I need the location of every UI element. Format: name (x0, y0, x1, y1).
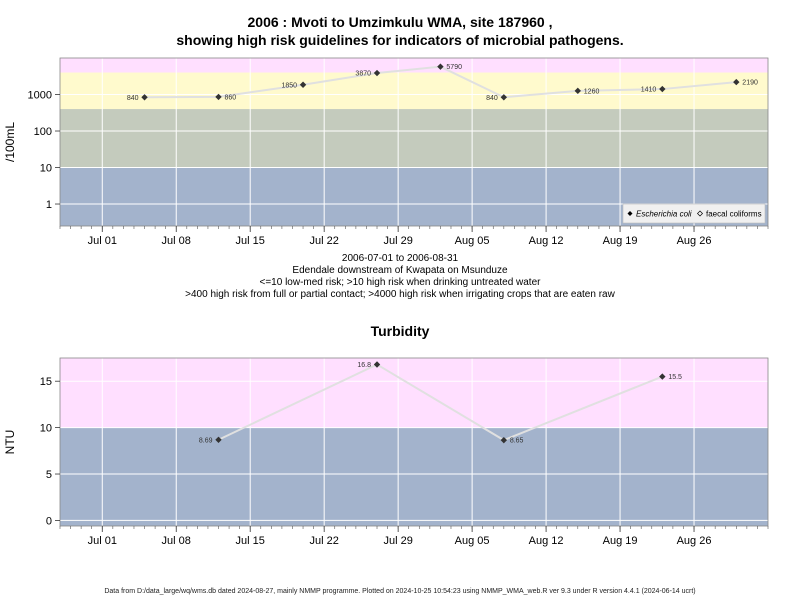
chart-title-line2: showing high risk guidelines for indicat… (176, 32, 624, 48)
panel1-risk-band-3 (60, 58, 768, 73)
panel2-data-label: 15.5 (668, 374, 682, 381)
panel1-data-label: 2190 (742, 80, 758, 87)
panel2-data-point (659, 373, 666, 380)
panel2-y-tick-label: 0 (46, 515, 52, 527)
panel1-data-point (215, 93, 222, 101)
panel2-data-point (373, 361, 381, 368)
risk-caption-1: <=10 low-med risk; >10 high risk when dr… (259, 277, 541, 288)
panel2-x-tick-label: Aug 05 (455, 535, 490, 547)
panel2-risk-band-1 (60, 358, 768, 428)
panel1-data-point (500, 94, 508, 101)
panel1-risk-band-2 (60, 72, 768, 110)
panel2-x-tick-label: Jul 01 (88, 535, 117, 547)
panel1-data-point (373, 69, 381, 77)
panel1-x-tick-label: Jul 08 (162, 235, 191, 247)
panel1-data-label: 840 (486, 95, 498, 102)
panel1-x-tick-label: Aug 12 (529, 235, 564, 247)
panel1-data-label: 1260 (584, 88, 600, 95)
panel1-data-point (659, 85, 666, 93)
chart-title-line1: 2006 : Mvoti to Umzimkulu WMA, site 1879… (247, 14, 553, 30)
panel2-data-point (500, 436, 508, 444)
panel1-legend-box (622, 203, 766, 224)
panel1-y-tick-label: 1 (46, 199, 52, 211)
panel1-y-tick-label: 100 (34, 126, 52, 138)
panel1-data-label: 1410 (641, 87, 657, 94)
panel1-legend-label-faecal: faecal coliforms (706, 210, 762, 219)
panel1-data-label: 860 (225, 94, 237, 101)
panel2-data-label: 8.65 (510, 438, 524, 445)
panel1-data-point (733, 78, 740, 86)
panel1-legend-label-ecoli: Escherichia coli (636, 210, 692, 219)
panel1-x-tick-label: Aug 05 (455, 235, 490, 247)
panel2-series-line (218, 363, 663, 442)
panel2-data-label: 16.8 (357, 362, 371, 369)
panel1-data-label: 3870 (355, 71, 371, 78)
risk-caption-2: >400 high risk from full or partial cont… (185, 289, 615, 300)
panel2-y-tick-label: 15 (40, 376, 52, 388)
panel1-data-point (141, 94, 148, 101)
panel1-risk-band-1 (60, 109, 768, 168)
panel1-x-tick-label: Aug 19 (603, 235, 638, 247)
panel2-x-tick-label: Aug 19 (603, 535, 638, 547)
panel2-y-axis-label: NTU (3, 430, 17, 455)
panel2-x-tick-label: Jul 22 (309, 535, 338, 547)
panel2-x-tick-label: Jul 29 (383, 535, 412, 547)
panel2-x-tick-label: Aug 26 (677, 535, 712, 547)
panel2-risk-band-0 (60, 427, 768, 526)
panel2-frame (59, 357, 769, 527)
panel1-data-point (299, 81, 307, 88)
date-range-caption: 2006-07-01 to 2006-08-31 (341, 253, 459, 264)
panel1-data-label: 1850 (281, 82, 297, 89)
panel1-legend-marker-faecal (697, 210, 703, 217)
turbidity-title: Turbidity (370, 323, 430, 339)
panel1-y-tick-label: 10 (40, 163, 52, 175)
panel1-x-tick-label: Aug 26 (677, 235, 712, 247)
panel1-x-tick-label: Jul 15 (236, 235, 265, 247)
panel2-data-label: 8.69 (199, 437, 213, 444)
panel2-data-point (215, 436, 222, 443)
panel1-frame (59, 57, 769, 227)
panel2-x-tick-label: Jul 08 (162, 535, 191, 547)
panel1-data-point (574, 87, 581, 95)
panel2-x-tick-label: Aug 12 (529, 535, 564, 547)
site-caption: Edendale downstream of Kwapata on Msundu… (292, 265, 508, 276)
panel1-data-label: 840 (127, 95, 139, 102)
panel1-x-tick-label: Jul 22 (309, 235, 338, 247)
panel1-legend-marker-ecoli (627, 211, 633, 216)
panel1-y-tick-label: 1000 (28, 90, 52, 102)
panel1-x-tick-label: Jul 01 (88, 235, 117, 247)
panel1-x-tick-label: Jul 29 (383, 235, 412, 247)
panel2-y-tick-label: 5 (46, 469, 52, 481)
panel1-data-point (437, 63, 444, 70)
panel2-x-tick-label: Jul 15 (236, 535, 265, 547)
panel2-y-tick-label: 10 (40, 423, 52, 435)
panel1-y-axis-label: /100mL (3, 122, 17, 162)
footer-note: Data from D:/data_large/wq/wms.db dated … (104, 588, 696, 595)
panel1-data-label: 5790 (446, 64, 462, 71)
